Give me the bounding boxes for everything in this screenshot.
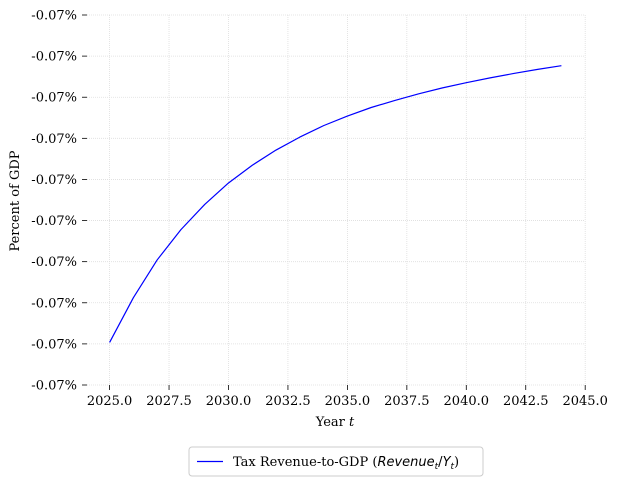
x-tick-label: 2037.5 — [384, 394, 430, 409]
y-tick-label: -0.07% — [31, 255, 77, 270]
y-tick-label: -0.07% — [31, 9, 77, 24]
x-tick-label: 2030.0 — [206, 394, 252, 409]
series-line-tax-revenue-to-gdp — [109, 65, 562, 343]
y-tick-label: -0.07% — [31, 379, 77, 394]
series-layer — [109, 65, 562, 343]
x-axis-label: Year t — [315, 415, 355, 430]
legend: Tax Revenue-to-GDP (Revenuet/Yt) — [188, 446, 484, 477]
x-tick-label: 2045.0 — [562, 394, 608, 409]
legend-entry-tax-revenue: Tax Revenue-to-GDP (Revenuet/Yt) — [233, 455, 459, 472]
y-tick-label: -0.07% — [31, 91, 77, 106]
y-tick-label: -0.07% — [31, 296, 77, 311]
grid — [87, 14, 586, 386]
x-tick-label: 2027.5 — [146, 394, 192, 409]
y-tick-label: -0.07% — [31, 132, 77, 147]
y-tick-label: -0.07% — [31, 173, 77, 188]
x-tick-label: 2042.5 — [503, 394, 549, 409]
x-tick-label: 2040.0 — [444, 394, 490, 409]
x-tick-label: 2032.5 — [265, 394, 311, 409]
x-tick-label: 2025.0 — [87, 394, 133, 409]
y-tick-label: -0.07% — [31, 337, 77, 352]
legend-box — [188, 446, 484, 477]
y-tick-label: -0.07% — [31, 214, 77, 229]
y-axis-label: Percent of GDP — [8, 150, 23, 251]
y-tick-label: -0.07% — [31, 50, 77, 65]
axes: 2025.0 2027.5 2030.0 2032.5 2035.0 2037.5 2040… — [31, 9, 608, 410]
x-tick-label: 2035.0 — [325, 394, 371, 409]
